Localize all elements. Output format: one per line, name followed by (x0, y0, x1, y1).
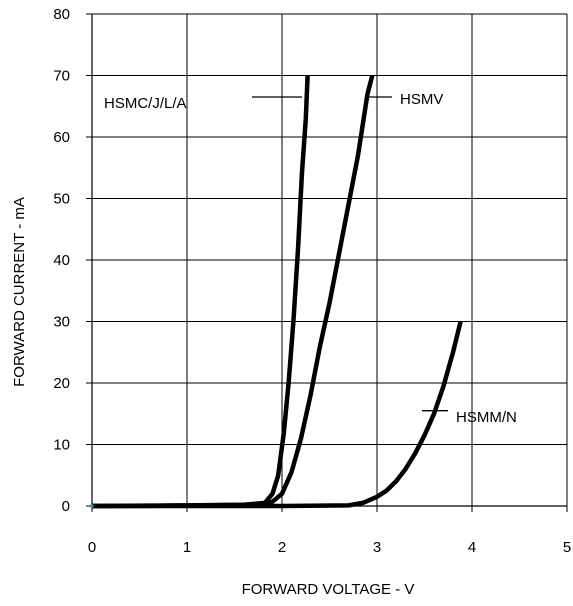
x-tick-label: 5 (563, 539, 571, 556)
axes (86, 13, 568, 512)
y-tick-label: 10 (53, 437, 70, 454)
series-line (92, 75, 310, 509)
x-tick-label: 4 (468, 539, 476, 556)
series-line (91, 74, 375, 509)
y-tick-label: 50 (53, 191, 70, 208)
x-axis-title: FORWARD VOLTAGE - V (242, 581, 415, 598)
grid (92, 13, 568, 506)
y-tick-label: 0 (62, 498, 70, 515)
x-tick-label: 1 (183, 539, 191, 556)
x-tick-label: 3 (373, 539, 381, 556)
y-tick-label: 30 (53, 314, 70, 331)
x-tick-label: 2 (278, 539, 286, 556)
series-label: HSMM/N (456, 409, 517, 426)
y-axis-title: FORWARD CURRENT - mA (11, 197, 28, 387)
series (90, 74, 463, 509)
y-tick-label: 20 (53, 375, 70, 392)
series-label: HSMC/J/L/A (104, 95, 187, 112)
y-tick-label: 60 (53, 129, 70, 146)
y-tick-label: 70 (53, 68, 70, 85)
x-tick-label: 0 (88, 539, 96, 556)
origin-marker (90, 504, 94, 508)
series-label: HSMV (400, 91, 443, 108)
series-line (92, 320, 463, 509)
annotations: HSMC/J/L/A HSMV HSMM/N (104, 91, 517, 426)
y-tick-label: 40 (53, 252, 70, 269)
y-tick-label: 80 (53, 6, 70, 23)
